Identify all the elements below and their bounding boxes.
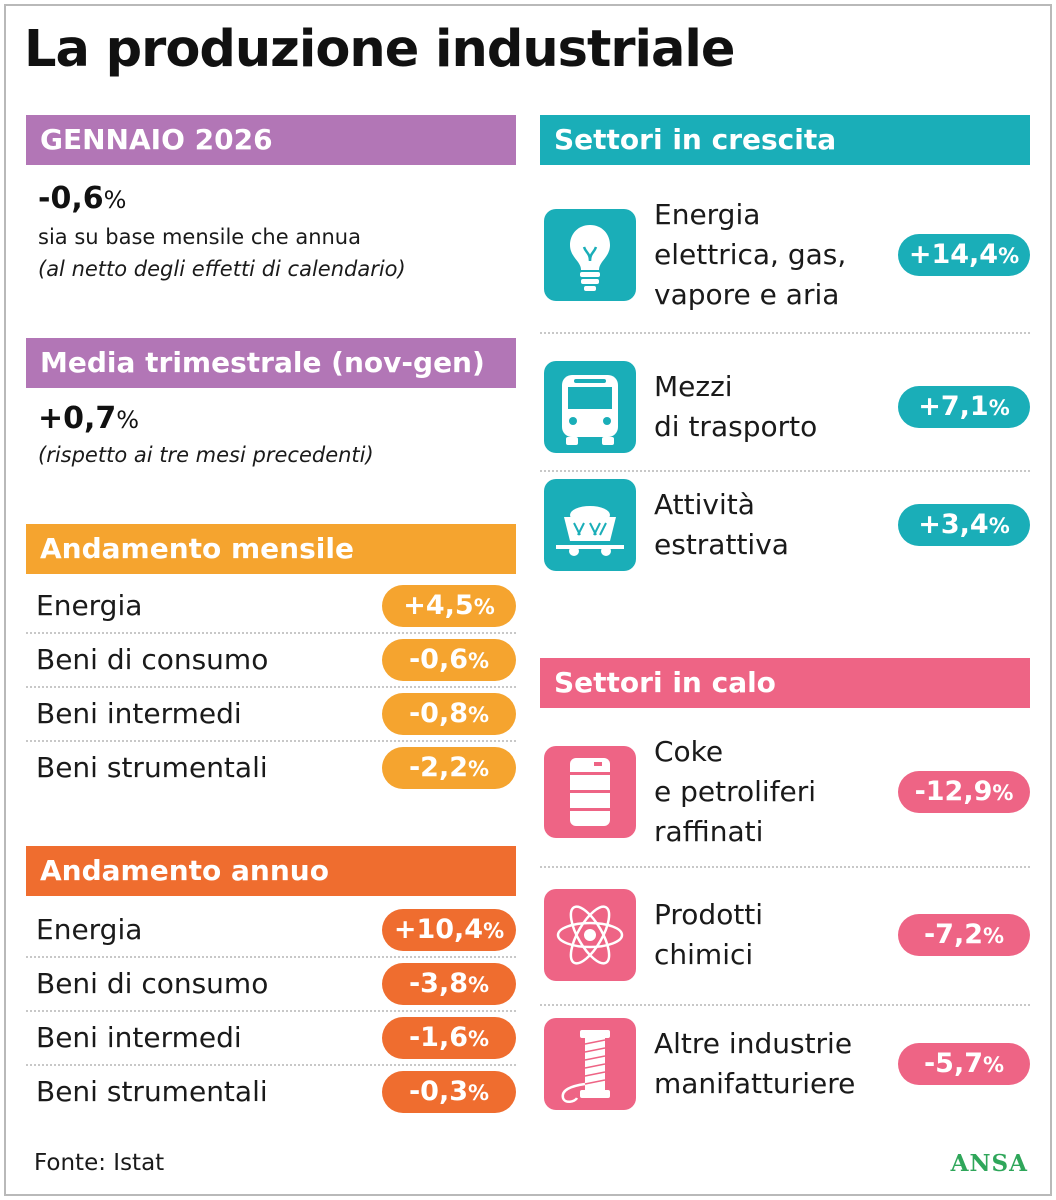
- sector-label-line: elettrica, gas,: [654, 238, 847, 271]
- sector-label-line: Coke: [654, 735, 724, 768]
- sector-item: Altre industrie manifatturiere -5,7%: [540, 1006, 1030, 1126]
- source-note: Fonte: Istat: [34, 1150, 165, 1176]
- mine-cart-icon: [544, 479, 636, 571]
- value-badge: -5,7%: [898, 1043, 1030, 1085]
- value-badge: -0,6%: [382, 639, 516, 681]
- sector-label: Altre industrie manifatturiere: [654, 1024, 855, 1104]
- sector-item: Mezzi di trasporto +7,1%: [540, 346, 1030, 472]
- value-badge: -7,2%: [898, 914, 1030, 956]
- bus-icon: [544, 361, 636, 453]
- table-row: Beni strumentali -0,3%: [26, 1066, 516, 1120]
- media-value: +0,7%: [38, 401, 140, 436]
- table-row: Beni intermedi -0,8%: [26, 688, 516, 742]
- sector-label-line: raffinati: [654, 815, 764, 848]
- sector-label: Mezzi di trasporto: [654, 367, 817, 447]
- table-row: Beni di consumo -3,8%: [26, 958, 516, 1012]
- atom-icon: [544, 889, 636, 981]
- sector-label-line: Altre industrie: [654, 1027, 853, 1060]
- table-row: Beni di consumo -0,6%: [26, 634, 516, 688]
- value-badge: +7,1%: [898, 386, 1030, 428]
- row-label: Energia: [36, 589, 143, 622]
- sector-item: Coke e petroliferi raffinati -12,9%: [540, 720, 1030, 868]
- lightbulb-icon: [544, 209, 636, 301]
- calo-header: Settori in calo: [540, 658, 1030, 708]
- oil-barrel-icon: [544, 746, 636, 838]
- table-row: Energia +4,5%: [26, 580, 516, 634]
- sector-label-line: Mezzi: [654, 370, 733, 403]
- sector-label: Prodotti chimici: [654, 895, 763, 975]
- value-badge: -12,9%: [898, 771, 1030, 813]
- sector-label-line: Prodotti: [654, 898, 764, 931]
- gennaio-line-1: sia su base mensile che annua: [38, 225, 361, 249]
- ansa-logo: ANSA: [950, 1150, 1028, 1177]
- sector-item: Attività estrattiva +3,4%: [540, 472, 1030, 582]
- sector-label-line: e petroliferi: [654, 775, 817, 808]
- row-label: Beni di consumo: [36, 643, 269, 676]
- value-badge: +3,4%: [898, 504, 1030, 546]
- value-badge: +4,5%: [382, 585, 516, 627]
- crescita-header: Settori in crescita: [540, 115, 1030, 165]
- table-row: Energia +10,4%: [26, 904, 516, 958]
- sector-label-line: Energia: [654, 198, 761, 231]
- mensile-header: Andamento mensile: [26, 524, 516, 574]
- value-badge: +14,4%: [898, 234, 1030, 276]
- thread-spool-icon: [544, 1018, 636, 1110]
- sector-label-line: di trasporto: [654, 410, 818, 443]
- sector-label: Coke e petroliferi raffinati: [654, 732, 816, 852]
- sector-label: Attività estrattiva: [654, 485, 789, 565]
- row-label: Beni strumentali: [36, 751, 268, 784]
- value-badge: -0,8%: [382, 693, 516, 735]
- annuo-header: Andamento annuo: [26, 846, 516, 896]
- table-row: Beni strumentali -2,2%: [26, 742, 516, 796]
- page-title: La produzione industriale: [24, 20, 735, 79]
- sector-item: Energia elettrica, gas, vapore e aria +14,4…: [540, 180, 1030, 334]
- sector-item: Prodotti chimici -7,2%: [540, 868, 1030, 1006]
- row-label: Beni di consumo: [36, 967, 269, 1000]
- sector-label-line: estrattiva: [654, 528, 789, 561]
- sector-label-line: Attività: [654, 488, 755, 521]
- gennaio-line-2: (al netto degli effetti di calendario): [38, 257, 406, 281]
- row-label: Beni intermedi: [36, 697, 242, 730]
- table-row: Beni intermedi -1,6%: [26, 1012, 516, 1066]
- infographic-frame: [4, 4, 1052, 1196]
- value-badge: -2,2%: [382, 747, 516, 789]
- sector-label: Energia elettrica, gas, vapore e aria: [654, 195, 846, 315]
- sector-label-line: chimici: [654, 938, 754, 971]
- value-badge: -1,6%: [382, 1017, 516, 1059]
- sector-label-line: vapore e aria: [654, 278, 840, 311]
- value-badge: -0,3%: [382, 1071, 516, 1113]
- row-label: Energia: [36, 913, 143, 946]
- row-label: Beni strumentali: [36, 1075, 268, 1108]
- sector-label-line: manifatturiere: [654, 1067, 856, 1100]
- gennaio-header: GENNAIO 2026: [26, 115, 516, 165]
- gennaio-value: -0,6%: [38, 181, 127, 216]
- value-badge: +10,4%: [382, 909, 516, 951]
- value-badge: -3,8%: [382, 963, 516, 1005]
- media-line-1: (rispetto ai tre mesi precedenti): [38, 443, 374, 467]
- media-header: Media trimestrale (nov-gen): [26, 338, 516, 388]
- row-label: Beni intermedi: [36, 1021, 242, 1054]
